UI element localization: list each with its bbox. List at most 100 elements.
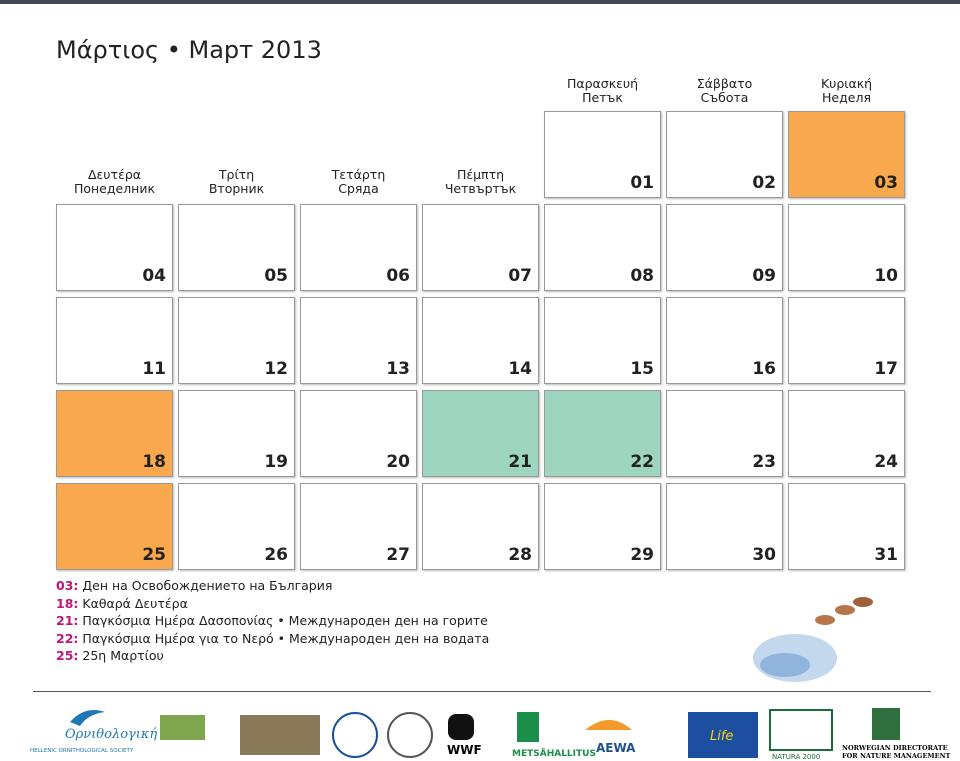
footer-rule (33, 691, 931, 692)
day-number: 27 (386, 545, 410, 565)
weekday-gr: Παρασκευή (566, 76, 638, 91)
day-cell: 26 (178, 483, 295, 570)
top-bar (0, 0, 960, 4)
note-text: Παγκόσμια Ημέρα Δασοπονίας • Международе… (82, 613, 488, 628)
day-number: 24 (874, 452, 898, 472)
day-cell: 21 (422, 390, 539, 477)
day-cell: 20 (300, 390, 417, 477)
day-number: 04 (142, 266, 166, 286)
note-code: 18: (56, 595, 79, 611)
day-number: 12 (264, 359, 288, 379)
day-number: 11 (142, 359, 166, 379)
logo-text: AEWA (596, 741, 636, 755)
weekday-header: Σάββατο Събота (666, 77, 783, 105)
bird-illustration (753, 597, 873, 682)
day-cell: 19 (178, 390, 295, 477)
day-cell: 14 (422, 297, 539, 384)
note: 03: Ден на Освобождението на България (56, 578, 332, 593)
weekday-gr: Πέμπτη (456, 167, 505, 182)
note-text: Καθαρά Δευτέρα (82, 595, 188, 611)
weekday-header: Κυριακή Неделя (788, 77, 905, 105)
day-number: 30 (752, 545, 776, 565)
day-cell: 07 (422, 204, 539, 291)
day-cell: 25 (56, 483, 173, 570)
logo-text: FOR NATURE MANAGEMENT (842, 752, 951, 760)
logo-text: METSÄHALLITUS (512, 748, 596, 759)
day-number: 31 (874, 545, 898, 565)
note-code: 25: (56, 648, 79, 663)
day-cell: 11 (56, 297, 173, 384)
day-cell: 28 (422, 483, 539, 570)
day-number: 21 (508, 452, 532, 472)
weekday-gr: Δευτέρα (88, 167, 141, 182)
day-cell: 06 (300, 204, 417, 291)
day-number: 03 (874, 173, 898, 193)
day-number: 08 (630, 266, 654, 286)
day-cell: 30 (666, 483, 783, 570)
logo-text: WWF (447, 743, 482, 757)
title: Μάρτιος • Март 2013 (56, 36, 322, 64)
logo-text: Ορνιθολογική (65, 727, 157, 742)
day-cell: 04 (56, 204, 173, 291)
day-cell: 05 (178, 204, 295, 291)
day-number: 14 (508, 359, 532, 379)
day-cell: 10 (788, 204, 905, 291)
day-number: 02 (752, 173, 776, 193)
day-number: 05 (264, 266, 288, 286)
logo-text: NORWEGIAN DIRECTORATE (842, 744, 948, 752)
day-cell: 16 (666, 297, 783, 384)
day-cell: 13 (300, 297, 417, 384)
day-cell: 08 (544, 204, 661, 291)
day-number: 17 (874, 359, 898, 379)
note: 25: 25η Μαρτίου (56, 648, 164, 663)
day-number: 28 (508, 545, 532, 565)
day-number: 22 (630, 452, 654, 472)
day-number: 26 (264, 545, 288, 565)
logo-text: HELLENIC ORNITHOLOGICAL SOCIETY (30, 748, 134, 754)
day-number: 01 (630, 173, 654, 193)
day-cell: 01 (544, 111, 661, 198)
weekday-bg: Четвъртък (444, 181, 517, 196)
day-cell: 27 (300, 483, 417, 570)
weekday-bg: Сряда (338, 181, 379, 196)
weekday-gr: Σάββατο (696, 76, 753, 91)
note-code: 03: (56, 578, 79, 593)
day-cell: 02 (666, 111, 783, 198)
weekday-bg: Вторник (208, 181, 265, 196)
note-code: 21: (56, 613, 79, 628)
weekday-bg: Петък (582, 90, 623, 105)
day-number: 07 (508, 266, 532, 286)
note-code: 22: (56, 630, 79, 646)
day-number: 16 (752, 359, 776, 379)
weekday-header: Δευτέρα Понеделник (56, 168, 173, 196)
weekday-bg: Понеделник (73, 181, 156, 196)
day-number: 10 (874, 266, 898, 286)
logo-row: Ορνιθολογική HELLENIC ORNITHOLOGICAL SOC… (30, 708, 951, 761)
weekday-header: Τρίτη Вторник (178, 168, 295, 196)
day-cell: 22 (544, 390, 661, 477)
day-number: 18 (142, 452, 166, 472)
note-text: Ден на Освобождението на България (82, 578, 333, 593)
logo-text: Life (710, 729, 733, 744)
weekday-header: Πέμπτη Четвъртък (422, 168, 539, 196)
day-number: 25 (142, 545, 166, 565)
note-text: 25η Μαρτίου (82, 648, 164, 663)
day-number: 06 (386, 266, 410, 286)
note-text: Παγκόσμια Ημέρα για το Νερό • Международ… (82, 630, 490, 646)
day-cell: 29 (544, 483, 661, 570)
weekday-header: Τετάρτη Сряда (300, 168, 417, 196)
day-cell: 24 (788, 390, 905, 477)
weekday-bg: Събота (700, 90, 749, 105)
day-cell: 03 (788, 111, 905, 198)
day-cell: 17 (788, 297, 905, 384)
day-cell: 15 (544, 297, 661, 384)
note: 21: Παγκόσμια Ημέρα Δασοπονίας • Междуна… (56, 613, 488, 628)
logo-text: NATURA 2000 (772, 753, 820, 761)
weekday-gr: Τρίτη (218, 167, 255, 182)
day-cell: 09 (666, 204, 783, 291)
note: 22: Παγκόσμια Ημέρα για το Νερό • Междун… (56, 631, 489, 646)
day-cell: 23 (666, 390, 783, 477)
note: 18: Καθαρά Δευτέρα (56, 596, 188, 611)
day-number: 15 (630, 359, 654, 379)
